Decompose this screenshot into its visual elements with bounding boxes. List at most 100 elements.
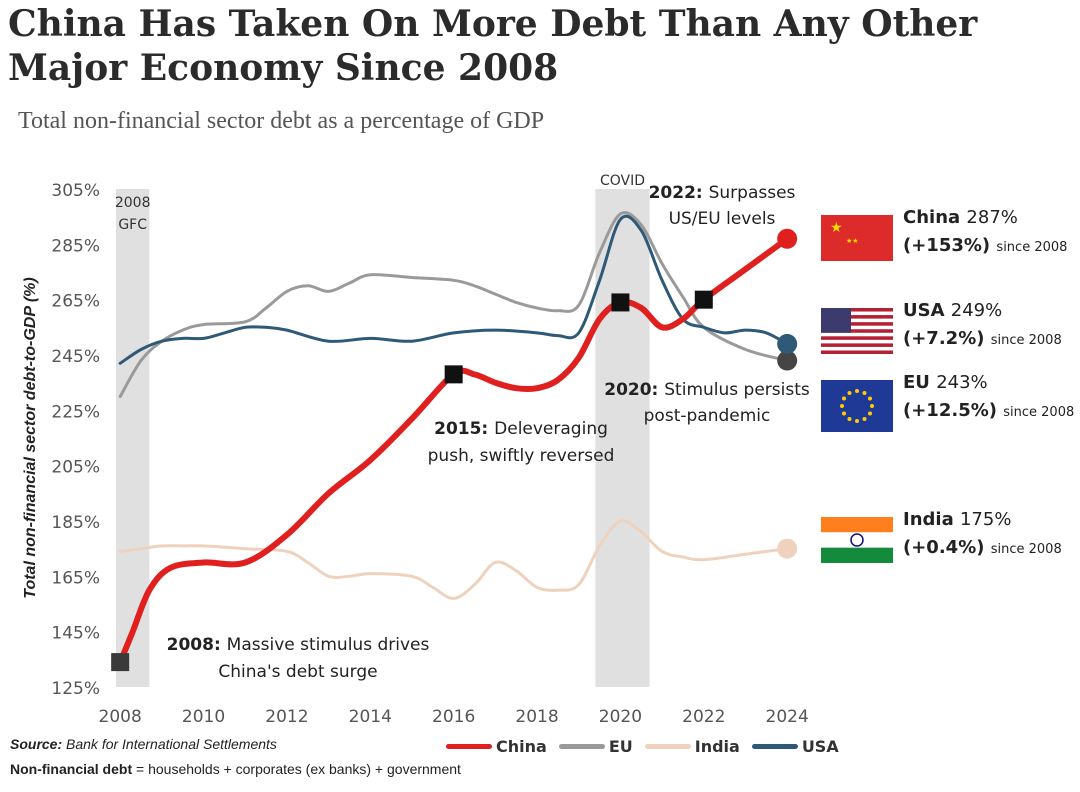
definition-text: = households + corporates (ex banks) + g… xyxy=(136,761,461,777)
legend-label-eu: EU xyxy=(608,737,633,756)
covid-label: COVID xyxy=(600,173,645,189)
annotation-2020-year: 2020: xyxy=(604,380,664,400)
legend-label-india: India xyxy=(694,737,740,756)
eu-flag-star xyxy=(862,391,867,396)
legend-swatch-usa xyxy=(751,744,798,749)
annotation-2022-year: 2022: xyxy=(649,183,709,203)
event-marker xyxy=(694,290,713,309)
y-tick-label: 125% xyxy=(51,679,100,699)
callout-india-name: India xyxy=(903,509,960,530)
gfc-label-text: GFC xyxy=(118,217,147,233)
callout-india-title: India 175% xyxy=(903,509,1011,530)
india-flag-chakra xyxy=(850,533,864,547)
annotation-2008-year: 2008: xyxy=(167,635,227,655)
callout-eu-change-line: (+12.5%) since 2008 xyxy=(903,400,1074,421)
x-tick-label: 2014 xyxy=(349,707,392,727)
usa-flag-stripe xyxy=(821,308,893,312)
eu-flag-star xyxy=(855,389,859,393)
callout-china-change: (+153%) xyxy=(903,235,996,256)
annotation-2020-line2: post-pandemic xyxy=(644,406,771,426)
series-line-eu xyxy=(118,211,789,398)
callout-usa-value: 249% xyxy=(951,300,1002,321)
callout-usa-since: since 2008 xyxy=(991,333,1062,348)
callout-usa-change: (+7.2%) xyxy=(903,328,991,349)
callout-india-change: (+0.4%) xyxy=(903,537,991,558)
x-tick-label: 2020 xyxy=(599,707,642,727)
callout-china-since: since 2008 xyxy=(996,240,1067,255)
eu-flag-star xyxy=(867,411,872,416)
callout-usa-change-line: (+7.2%) since 2008 xyxy=(903,328,1062,349)
usa-flag-stripe xyxy=(821,322,893,326)
legend-swatch-eu xyxy=(558,744,605,749)
annotation-2015-line2: push, swiftly reversed xyxy=(428,446,615,466)
x-tick-label: 2010 xyxy=(182,707,225,727)
annotation-2008-line1: 2008: Massive stimulus drives xyxy=(167,635,430,655)
eu-flag-star xyxy=(855,419,859,423)
y-tick-label: 185% xyxy=(51,513,100,533)
usa-flag-stripe xyxy=(821,315,893,319)
annotation-2022-text: Surpasses xyxy=(709,183,796,203)
callout-india-value: 175% xyxy=(960,509,1011,530)
y-axis-title: Total non-financial sector debt-to-GDP (… xyxy=(22,277,39,598)
annotation-2022-line2: US/EU levels xyxy=(669,209,776,229)
callout-china-change-line: (+153%) since 2008 xyxy=(903,235,1067,256)
eu-flag-star xyxy=(842,411,847,416)
annotation-2020-line1: 2020: Stimulus persists xyxy=(604,380,810,400)
legend-label-china: China xyxy=(496,737,547,756)
callout-india-since: since 2008 xyxy=(991,542,1062,557)
legend-label-usa: USA xyxy=(801,737,839,756)
source-label: Source: xyxy=(10,736,63,752)
y-tick-label: 165% xyxy=(51,568,100,588)
definition-note: Non-financial debt = households + corpor… xyxy=(10,761,461,777)
eu-flag-star xyxy=(867,396,872,401)
x-tick-label: 2008 xyxy=(99,707,142,727)
usa-flag-stripe xyxy=(821,343,893,347)
series-line-usa xyxy=(118,214,789,365)
y-tick-label: 225% xyxy=(51,402,100,422)
endpoint-dot-china xyxy=(777,228,798,249)
x-tick-label: 2018 xyxy=(515,707,558,727)
endpoint-dot-india xyxy=(777,538,798,559)
source-text: Bank for International Settlements xyxy=(66,736,277,752)
eu-flag-star xyxy=(862,416,867,421)
callout-china-value: 287% xyxy=(966,207,1017,228)
shaded-region-1 xyxy=(595,189,650,687)
china-flag-star-small: ★★ xyxy=(846,237,859,245)
endpoint-dot-usa xyxy=(777,333,798,354)
legend-item-eu: EU xyxy=(558,737,633,756)
callout-usa-title: USA 249% xyxy=(903,300,1002,321)
annotation-2020-text: Stimulus persists xyxy=(664,380,810,400)
x-tick-label: 2016 xyxy=(432,707,475,727)
eu-flag-star xyxy=(840,404,844,408)
eu-flag-star xyxy=(870,404,874,408)
y-tick-label: 205% xyxy=(51,458,100,478)
x-tick-label: 2024 xyxy=(766,707,809,727)
legend-item-china: China xyxy=(446,737,547,756)
y-tick-label: 305% xyxy=(51,181,100,201)
event-marker xyxy=(611,293,630,312)
usa-flag-stripe xyxy=(821,350,893,354)
annotation-2022-line1: 2022: Surpasses xyxy=(649,183,796,203)
callout-china-title: China 287% xyxy=(903,207,1018,228)
chart-subtitle: Total non-financial sector debt as a per… xyxy=(18,108,545,134)
legend-swatch-india xyxy=(644,744,691,749)
y-tick-label: 265% xyxy=(51,292,100,312)
annotation-2008-line2: China's debt surge xyxy=(218,662,377,682)
eu-flag xyxy=(821,380,893,432)
china-flag-star: ★ xyxy=(830,220,843,236)
callout-eu-since: since 2008 xyxy=(1003,405,1074,420)
china-flag xyxy=(821,215,893,261)
india-flag xyxy=(821,517,893,533)
legend-item-usa: USA xyxy=(751,737,839,756)
series-line-china xyxy=(117,235,791,666)
annotation-2015-text: Deleveraging xyxy=(494,419,608,439)
chart-title: China Has Taken On More Debt Than Any Ot… xyxy=(8,3,978,89)
callout-eu-change: (+12.5%) xyxy=(903,400,1003,421)
annotation-2008-text: Massive stimulus drives xyxy=(227,635,430,655)
usa-flag-stripe xyxy=(821,336,893,340)
event-marker xyxy=(444,365,463,384)
callout-eu-value: 243% xyxy=(936,372,987,393)
annotation-2015-year: 2015: xyxy=(434,419,494,439)
definition-label: Non-financial debt xyxy=(10,761,133,777)
